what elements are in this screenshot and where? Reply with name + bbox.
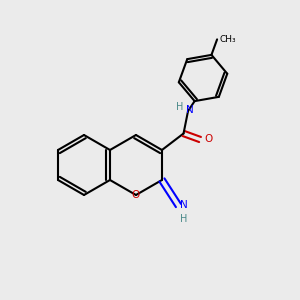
Text: O: O <box>132 190 140 200</box>
Text: H: H <box>180 214 188 224</box>
Text: H: H <box>176 102 183 112</box>
Text: N: N <box>180 200 188 211</box>
Text: N: N <box>186 105 194 116</box>
Text: O: O <box>204 134 213 145</box>
Text: CH₃: CH₃ <box>219 35 236 44</box>
